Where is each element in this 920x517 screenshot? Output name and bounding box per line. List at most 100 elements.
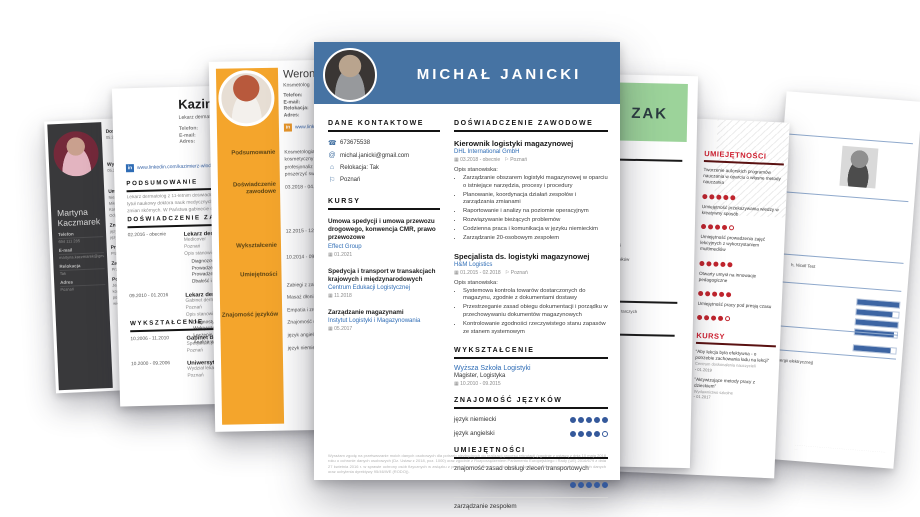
job-period: 02.2016 - obecnie bbox=[127, 232, 167, 239]
email-address: michal.janicki@gmail.com bbox=[340, 152, 410, 159]
course-title: Umowa spedycji i umowa przewozu drogoweg… bbox=[328, 218, 436, 242]
education-school: Wyższa Szkoła Logistyki bbox=[454, 365, 531, 373]
job-title: Kierownik logistyki magazynowej bbox=[454, 139, 574, 148]
skill-rating bbox=[700, 223, 735, 231]
rating-dot bbox=[602, 416, 608, 423]
contact-value: Tak bbox=[59, 271, 67, 277]
section-header: UMIEJĘTNOŚCI bbox=[703, 149, 785, 166]
martyna-avatar bbox=[52, 130, 100, 178]
job-bullets: Systemowa kontrola towarów dostarczonych… bbox=[454, 288, 608, 337]
calendar-icon: ▦ bbox=[328, 292, 333, 299]
rating-dot bbox=[696, 314, 703, 321]
rating-dot bbox=[723, 194, 729, 200]
list-item: Systemowa kontrola towarów dostarczonych… bbox=[463, 288, 608, 304]
skill-name: Umiejętność przekazywania wiedzy w kreat… bbox=[701, 203, 779, 217]
phone-icon: ☎ bbox=[328, 140, 337, 147]
job-meta: ▦ 01.2015 - 02.2018 ⚐ Poznań bbox=[454, 269, 528, 276]
skill-name: Otwarty umysł na innowacje pedagogiczne bbox=[698, 270, 757, 283]
contact-block: ☎ 673675538 @ michal.janicki@gmail.com ⌂… bbox=[328, 139, 440, 184]
education-entry: Wyższa Szkoła Logistyki Magister, Logist… bbox=[454, 365, 608, 387]
list-item: Zarządzanie obszarem logistyki magazynow… bbox=[463, 175, 608, 191]
cv-page-michal[interactable]: MICHAŁ JANICKI DANE KONTAKTOWE ☎ 6736755… bbox=[314, 42, 620, 510]
contact-row: ⚐ Poznań bbox=[328, 176, 440, 184]
rating-dot bbox=[594, 430, 600, 437]
calendar-icon: ▦ bbox=[454, 269, 459, 276]
skill-divider bbox=[454, 497, 608, 499]
skill-bar bbox=[855, 308, 900, 319]
section-divider bbox=[777, 281, 902, 292]
fine-print: · · · · · · · · · · · · · · · · · · · · … bbox=[794, 442, 886, 454]
relocation-value: Relokacja: Tak bbox=[340, 164, 379, 171]
rating-dot bbox=[578, 430, 584, 437]
list-item: Zarządzanie 20-osobowym zespołem bbox=[463, 235, 608, 243]
language-row: język angielski bbox=[454, 430, 608, 437]
rating-dot bbox=[717, 315, 724, 322]
list-item: Raportowanie i analizy na poziomie opera… bbox=[463, 208, 608, 216]
list-item: Przestrzeganie zasad obiegu dokumentacji… bbox=[463, 304, 608, 320]
section-divider bbox=[789, 133, 913, 145]
michal-avatar bbox=[323, 48, 377, 102]
rating-dot bbox=[570, 482, 576, 489]
job-meta: ▦ 03.2018 - obecnie ⚐ Poznań bbox=[454, 157, 528, 163]
course-org: Effect Group bbox=[328, 243, 362, 250]
course-date: ▦ 01.2021 bbox=[328, 251, 353, 258]
kazimierz-avatar bbox=[126, 113, 171, 158]
education-period: 10.2006 - 11.2010 bbox=[130, 336, 170, 343]
rating-dot bbox=[727, 261, 733, 267]
calendar-icon: ▦ bbox=[328, 326, 333, 333]
rating-dot bbox=[721, 224, 728, 231]
linkedin-icon: in bbox=[125, 164, 135, 173]
phone-number: 673675538 bbox=[340, 140, 371, 146]
contact-value: Poznań bbox=[60, 286, 75, 293]
course-item: Umowa spedycji i umowa przewozu drogoweg… bbox=[328, 218, 440, 258]
contact-row: ⌂ Relokacja: Tak bbox=[328, 164, 440, 171]
sidebar-label-skills: Umiejętności bbox=[240, 271, 278, 279]
education-degree: Magister, Logistyka bbox=[454, 373, 506, 380]
rating-dot bbox=[709, 193, 715, 200]
rating-dot bbox=[570, 416, 576, 423]
kazimierz-linkedin-row[interactable]: in www.linkedin.com/kazimierz-wlodarski bbox=[125, 162, 222, 173]
skill-bar bbox=[852, 344, 897, 355]
location-icon: ⚐ bbox=[328, 177, 336, 184]
rating-dot bbox=[714, 224, 721, 230]
linkedin-icon: in bbox=[283, 123, 293, 132]
experience-date: 03.2018 - 04.2 bbox=[284, 184, 318, 191]
rating-dot bbox=[705, 291, 711, 297]
sidebar-label-languages: Znajomość języków bbox=[221, 311, 279, 319]
job-desc-label: Opis stanowiska: bbox=[454, 279, 498, 286]
skill-name: Umiejętność prowadzenia zajęć lekcyjnych… bbox=[699, 233, 766, 253]
skill-item: Umiejętność pracy pod presją czasu bbox=[696, 301, 778, 329]
course-item: Spedycja i transport w transakcjach kraj… bbox=[328, 268, 440, 299]
martyna-contact: Telefon 694 111 285 E-mail martyna.kaczm… bbox=[57, 230, 106, 293]
list-item: Rozwiązywanie bieżących problemów bbox=[463, 217, 608, 225]
rating-dot bbox=[586, 482, 592, 489]
job-entry: Kierownik logistyki magazynowej DHL Inte… bbox=[454, 139, 608, 243]
rating-dot bbox=[578, 416, 584, 423]
section-header-education: WYKSZTAŁCENIE bbox=[454, 347, 608, 360]
rating-dot bbox=[594, 482, 600, 489]
rating-dot bbox=[728, 225, 735, 231]
rating-dot bbox=[716, 194, 722, 200]
job-title: Specjalista ds. logistyki magazynowej bbox=[454, 251, 590, 261]
relocation-icon: ⌂ bbox=[329, 164, 335, 171]
rodo-footer: Wyrażam zgodę na przetwarzanie moich dan… bbox=[328, 452, 606, 475]
calendar-icon: ▦ bbox=[454, 157, 459, 163]
education-period: ▦ 10.2010 - 09.2015 bbox=[454, 381, 501, 388]
rating-dot bbox=[578, 482, 584, 489]
teacher-content: UMIEJĘTNOŚCI Tworzenie autorskich progra… bbox=[694, 149, 785, 402]
rating-dot bbox=[703, 315, 710, 321]
rating-dot bbox=[707, 224, 714, 230]
sidebar-label-experience: Doświadczenie zawodowe bbox=[232, 181, 277, 196]
calendar-icon: ▦ bbox=[454, 381, 459, 388]
rating-dot bbox=[724, 316, 731, 322]
job-entry: Specjalista ds. logistyki magazynowej H&… bbox=[454, 252, 608, 337]
skill-rating bbox=[696, 314, 731, 322]
michal-right-column: DOŚWIADCZENIE ZAWODOWE Kierownik logisty… bbox=[454, 120, 608, 510]
section-header-courses: KURSY bbox=[328, 198, 440, 210]
skill-rating bbox=[698, 290, 732, 298]
section-header-contact: DANE KONTAKTOWE bbox=[328, 120, 440, 132]
section-header-experience: DOŚWIADCZENIE ZAWODOWE bbox=[454, 120, 608, 132]
course-org: Centrum Edukacji Logistycznej bbox=[328, 284, 411, 291]
rating-dot bbox=[706, 260, 712, 266]
